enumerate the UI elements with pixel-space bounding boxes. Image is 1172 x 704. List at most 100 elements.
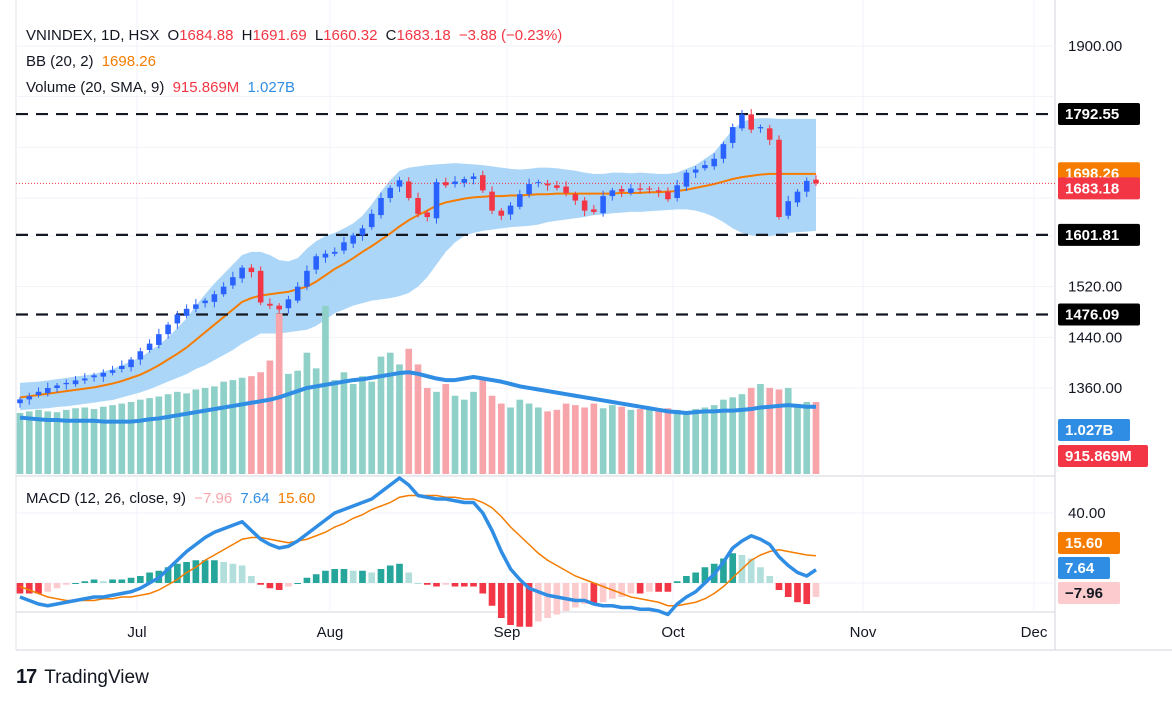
- candle-body: [82, 378, 88, 381]
- candle-body: [341, 242, 347, 251]
- macd-histogram-bar: [322, 570, 329, 583]
- macd-hist-badge-label: −7.96: [1065, 585, 1103, 602]
- macd-histogram-bar: [534, 583, 542, 622]
- macd-histogram-bar: [81, 581, 89, 583]
- level-badge: 1601.81: [1058, 223, 1140, 246]
- bb-legend[interactable]: BB (20, 2) 1698.26: [26, 53, 160, 70]
- brand-name: TradingView: [44, 666, 149, 688]
- symbol-name[interactable]: VNINDEX, 1D, HSX: [26, 27, 160, 44]
- candle-body: [655, 190, 662, 192]
- volume-bar: [118, 403, 126, 474]
- volume-bar: [738, 394, 746, 474]
- level-badge-bg: [1058, 303, 1140, 326]
- candle-body: [91, 375, 97, 378]
- volume-sma-badge-bg: [1058, 419, 1130, 441]
- macd-line-badge-label: 7.64: [1065, 560, 1095, 577]
- volume-bar: [257, 372, 264, 474]
- volume-bar: [229, 380, 237, 474]
- volume-bar: [692, 409, 700, 474]
- candle-body: [72, 380, 79, 385]
- bb-label: BB (20, 2): [26, 53, 94, 70]
- time-tick-label: Jul: [127, 624, 146, 641]
- high-value: 1691.69: [252, 27, 307, 44]
- candle-body: [776, 139, 782, 217]
- candle-body: [193, 304, 199, 309]
- macd-histogram-bar: [692, 572, 700, 583]
- candle-body: [618, 189, 625, 192]
- candle-body: [267, 303, 273, 306]
- volume-bar: [618, 406, 625, 474]
- macd-histogram-bar: [488, 583, 496, 606]
- candle-body: [452, 181, 458, 185]
- candle-body: [507, 205, 514, 215]
- time-axis[interactable]: Jul Aug Sep Oct Nov Dec: [127, 624, 1047, 641]
- macd-histogram-bar: [747, 558, 755, 583]
- candle-body: [554, 185, 560, 188]
- tradingview-logo[interactable]: 17 TradingView: [16, 666, 149, 689]
- macd-histogram-bar: [16, 583, 24, 594]
- macd-histogram-bar: [44, 583, 52, 592]
- volume-bar: [414, 364, 422, 474]
- volume-bar: [211, 386, 218, 474]
- macd-histogram-bar: [701, 567, 709, 583]
- macd-histogram-bar: [396, 563, 403, 583]
- macd-legend[interactable]: MACD (12, 26, close, 9) −7.96 7.64 15.60: [26, 490, 319, 507]
- macd-histogram-bar: [109, 579, 116, 583]
- change-value: −3.88 (−0.23%): [458, 27, 563, 44]
- candle-body: [609, 190, 616, 197]
- macd-hist-value: −7.96: [194, 490, 233, 507]
- volume-legend[interactable]: Volume (20, SMA, 9) 915.869M 1.027B: [26, 79, 299, 96]
- macd-histogram-bar: [636, 583, 644, 594]
- macd-histogram-bar: [516, 583, 524, 627]
- open-label: O: [167, 27, 180, 44]
- volume-bar: [136, 399, 144, 474]
- macd-histogram-bar: [90, 579, 98, 583]
- macd-line-value: 7.64: [240, 490, 270, 507]
- bollinger-band-fill: [20, 118, 816, 411]
- volume-bar: [544, 411, 551, 474]
- macd-histogram-bar: [386, 565, 394, 583]
- volume-bar: [433, 391, 440, 474]
- candle-body: [563, 186, 569, 193]
- macd-histogram-bar: [331, 569, 339, 583]
- volume-bar: [683, 411, 690, 474]
- candle-body: [544, 183, 551, 186]
- candle-body: [785, 201, 792, 216]
- macd-histogram-bar: [349, 570, 357, 583]
- volume-bar: [81, 407, 89, 474]
- macd-histogram-bar: [627, 583, 635, 594]
- price-tick-label: 1360.00: [1068, 380, 1122, 397]
- volume-bar: [442, 384, 450, 474]
- candle-body: [748, 114, 754, 130]
- candle-body: [109, 370, 116, 373]
- candle-body: [165, 324, 171, 335]
- macd-histogram-bar: [62, 583, 70, 585]
- candle-body: [572, 194, 579, 201]
- candle-body: [285, 299, 292, 309]
- volume-bar: [655, 409, 662, 474]
- macd-histogram-bar: [581, 583, 588, 604]
- volume-bar: [497, 403, 505, 474]
- volume-bar: [516, 399, 524, 474]
- macd-histogram-bar: [192, 560, 200, 583]
- macd-histogram-bar: [266, 583, 274, 589]
- price-axis[interactable]: 1900.00 1520.00 1440.00 1360.00 40.00 1792.55…: [1058, 38, 1148, 604]
- candle-body: [470, 176, 477, 179]
- candle-body: [156, 334, 162, 345]
- macd-histogram-bar: [368, 572, 376, 583]
- macd-histogram-bar: [405, 572, 413, 583]
- macd-histogram-bar: [146, 572, 153, 583]
- volume-bar: [220, 381, 227, 474]
- candle-body: [331, 251, 338, 254]
- macd-histogram-bar: [72, 583, 79, 584]
- macd-histogram-bar: [257, 583, 264, 585]
- time-tick-label: Aug: [317, 624, 344, 641]
- macd-histogram-bar: [118, 579, 126, 583]
- macd-signal-badge-bg: [1058, 532, 1120, 554]
- candle-body: [600, 196, 606, 214]
- candle-body: [720, 144, 727, 159]
- volume-bar: [609, 405, 616, 474]
- macd-histogram-bar: [460, 583, 468, 587]
- macd-histogram-bar: [414, 583, 422, 584]
